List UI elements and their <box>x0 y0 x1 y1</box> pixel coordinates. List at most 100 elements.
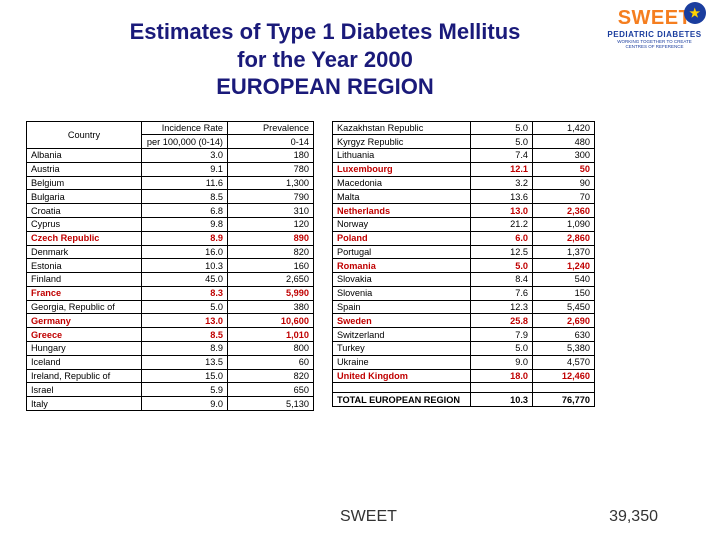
incidence-cell: 13.5 <box>142 355 228 369</box>
table-row: Estonia10.3160 <box>27 259 314 273</box>
logo-sub1: PEDIATRIC DIABETES <box>607 30 702 39</box>
prevalence-cell: 4,570 <box>533 355 595 369</box>
prevalence-cell: 2,650 <box>228 273 314 287</box>
table-row: Greece8.51,010 <box>27 328 314 342</box>
prevalence-cell: 780 <box>228 162 314 176</box>
country-cell: Estonia <box>27 259 142 273</box>
country-cell: Greece <box>27 328 142 342</box>
incidence-cell: 5.9 <box>142 383 228 397</box>
incidence-cell: 21.2 <box>471 217 533 231</box>
prevalence-cell: 5,130 <box>228 397 314 411</box>
prevalence-cell: 5,380 <box>533 342 595 356</box>
country-cell: Iceland <box>27 355 142 369</box>
country-cell: Norway <box>333 217 471 231</box>
footer-number: 39,350 <box>609 508 658 526</box>
incidence-cell: 5.0 <box>471 135 533 149</box>
country-cell: Turkey <box>333 342 471 356</box>
table-row: Kazakhstan Republic5.01,420 <box>333 121 595 135</box>
table-row: Finland45.02,650 <box>27 273 314 287</box>
incidence-cell: 8.5 <box>142 328 228 342</box>
incidence-cell: 8.9 <box>142 342 228 356</box>
prevalence-cell: 12,460 <box>533 369 595 383</box>
prevalence-cell: 380 <box>228 300 314 314</box>
table-row: Malta13.670 <box>333 190 595 204</box>
incidence-cell: 9.0 <box>471 355 533 369</box>
table-row: France8.35,990 <box>27 286 314 300</box>
prevalence-cell: 5,450 <box>533 300 595 314</box>
incidence-cell: 6.0 <box>471 231 533 245</box>
table-row: Hungary8.9800 <box>27 342 314 356</box>
eu-flag-icon: ★ <box>684 2 706 24</box>
tables-container: Country Incidence Rate Prevalence per 10… <box>0 111 720 411</box>
table-row: Ukraine9.04,570 <box>333 355 595 369</box>
footer-sweet: SWEET <box>340 508 397 526</box>
table-row: Switzerland7.9630 <box>333 328 595 342</box>
table-row: United Kingdom18.012,460 <box>333 369 595 383</box>
incidence-cell: 9.0 <box>142 397 228 411</box>
country-cell: Bulgaria <box>27 190 142 204</box>
total-label: TOTAL EUROPEAN REGION <box>333 393 471 407</box>
prevalence-cell: 820 <box>228 369 314 383</box>
prevalence-cell: 160 <box>228 259 314 273</box>
table-row: Lithuania7.4300 <box>333 149 595 163</box>
table-row: Austria9.1780 <box>27 162 314 176</box>
table-row: Albania3.0180 <box>27 149 314 163</box>
table-row: Spain12.35,450 <box>333 300 595 314</box>
prevalence-cell: 120 <box>228 217 314 231</box>
prevalence-cell: 50 <box>533 162 595 176</box>
right-table: Kazakhstan Republic5.01,420Kyrgyz Republ… <box>332 121 595 408</box>
country-cell: Lithuania <box>333 149 471 163</box>
country-cell: Kazakhstan Republic <box>333 121 471 135</box>
prevalence-cell: 480 <box>533 135 595 149</box>
country-cell: Portugal <box>333 245 471 259</box>
country-cell: Slovenia <box>333 286 471 300</box>
brand-logo: SWEET ★ PEDIATRIC DIABETES WORKING TOGET… <box>607 8 702 50</box>
hdr-country: Country <box>27 121 142 149</box>
table-row: Croatia6.8310 <box>27 204 314 218</box>
prevalence-cell: 1,420 <box>533 121 595 135</box>
country-cell: Albania <box>27 149 142 163</box>
incidence-cell: 7.6 <box>471 286 533 300</box>
incidence-cell: 3.2 <box>471 176 533 190</box>
table-row: Iceland13.560 <box>27 355 314 369</box>
prevalence-cell: 10,600 <box>228 314 314 328</box>
incidence-cell: 9.1 <box>142 162 228 176</box>
incidence-cell: 12.5 <box>471 245 533 259</box>
incidence-cell: 15.0 <box>142 369 228 383</box>
prevalence-cell: 90 <box>533 176 595 190</box>
incidence-cell: 5.0 <box>471 342 533 356</box>
total-prevalence: 76,770 <box>533 393 595 407</box>
incidence-cell: 25.8 <box>471 314 533 328</box>
hdr-incidence-1: Incidence Rate <box>142 121 228 135</box>
table-row: Poland6.02,860 <box>333 231 595 245</box>
incidence-cell: 5.0 <box>471 259 533 273</box>
table-row: Slovakia8.4540 <box>333 273 595 287</box>
prevalence-cell: 820 <box>228 245 314 259</box>
table-row: Germany13.010,600 <box>27 314 314 328</box>
prevalence-cell: 2,860 <box>533 231 595 245</box>
incidence-cell: 5.0 <box>471 121 533 135</box>
incidence-cell: 8.4 <box>471 273 533 287</box>
table-row: Luxembourg12.150 <box>333 162 595 176</box>
hdr-prevalence-2: 0-14 <box>228 135 314 149</box>
footer: SWEET 39,350 <box>0 508 720 526</box>
table-row: Belgium11.61,300 <box>27 176 314 190</box>
table-row: Kyrgyz Republic5.0480 <box>333 135 595 149</box>
hdr-incidence-2: per 100,000 (0-14) <box>142 135 228 149</box>
incidence-cell: 12.1 <box>471 162 533 176</box>
total-row: TOTAL EUROPEAN REGION 10.3 76,770 <box>333 393 595 407</box>
incidence-cell: 5.0 <box>142 300 228 314</box>
country-cell: Malta <box>333 190 471 204</box>
country-cell: Germany <box>27 314 142 328</box>
logo-sub2: WORKING TOGETHER TO CREATE CENTRES OF RE… <box>607 40 702 50</box>
prevalence-cell: 5,990 <box>228 286 314 300</box>
prevalence-cell: 540 <box>533 273 595 287</box>
table-row: Ireland, Republic of15.0820 <box>27 369 314 383</box>
prevalence-cell: 1,300 <box>228 176 314 190</box>
table-row: Norway21.21,090 <box>333 217 595 231</box>
prevalence-cell: 1,090 <box>533 217 595 231</box>
logo-brand: SWEET ★ <box>607 8 702 28</box>
country-cell: Poland <box>333 231 471 245</box>
table-row: Italy9.05,130 <box>27 397 314 411</box>
incidence-cell: 13.0 <box>142 314 228 328</box>
